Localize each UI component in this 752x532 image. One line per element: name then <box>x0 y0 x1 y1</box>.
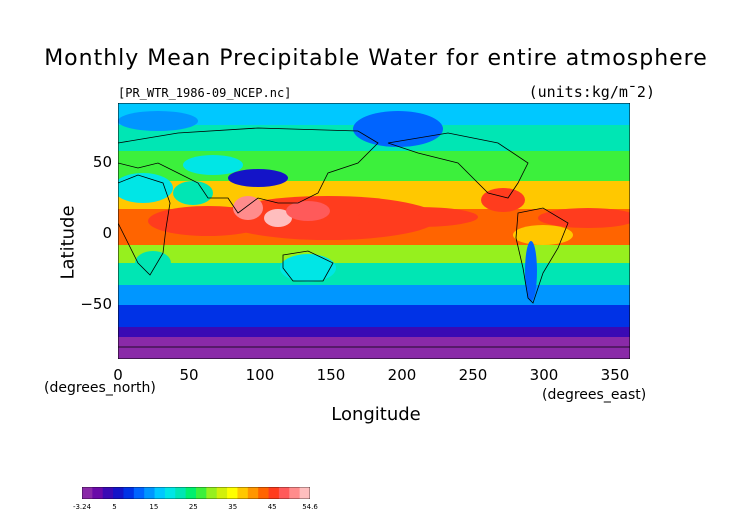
colorbar-label: 45 <box>267 503 277 511</box>
arctic-dry <box>118 111 198 131</box>
greenland-dry <box>353 111 443 147</box>
x-unit-label: (degrees_east) <box>542 387 647 403</box>
colorbar-label: 54.6 <box>302 503 318 511</box>
colorbar-label: 35 <box>228 503 238 511</box>
colorbar-swatch <box>216 487 228 499</box>
coast-north-america <box>387 132 529 199</box>
colorbar-swatch <box>185 487 197 499</box>
band-antarctic-edge <box>118 327 630 337</box>
colorbar-swatch <box>92 487 104 499</box>
colorbar-swatch <box>144 487 156 499</box>
colorbar-label: 25 <box>188 503 198 511</box>
x-tick-label: 50 <box>179 366 199 384</box>
south-china-sea <box>286 201 330 221</box>
colorbar-swatch <box>113 487 124 499</box>
x-tick-label: 0 <box>113 366 123 384</box>
x-tick-label: 350 <box>600 366 630 384</box>
colorbar-swatch <box>82 487 93 499</box>
band-southern-ocean <box>118 305 630 327</box>
colorbar-label: -3.24 <box>72 503 92 511</box>
colorbar-swatch <box>227 487 238 499</box>
y-tick-label: −50 <box>80 295 112 313</box>
x-tick-label: 300 <box>529 366 559 384</box>
colorbar-swatch <box>154 487 166 499</box>
colorbar-swatch <box>196 487 207 499</box>
precipitable-water-map <box>118 103 630 359</box>
warm-pool <box>218 196 438 240</box>
file-label: [PR_WTR_1986-09_NCEP.nc] <box>118 86 292 100</box>
gulf-of-mexico <box>481 188 525 212</box>
coast-africa <box>118 174 171 276</box>
y-axis-label: Latitude <box>57 205 79 280</box>
x-tick-label: 250 <box>458 366 488 384</box>
south-africa <box>135 251 171 275</box>
coast-south-america <box>515 207 569 304</box>
tibet-dry <box>228 169 288 187</box>
amazon <box>513 225 573 245</box>
band-south-mid <box>118 263 630 285</box>
x-tick-label: 100 <box>245 366 275 384</box>
colorbar <box>82 487 310 499</box>
colorbar-swatch <box>102 487 114 499</box>
indonesia-pink <box>264 209 292 227</box>
colorbar-swatch <box>175 487 187 499</box>
x-axis-label: Longitude <box>331 404 421 425</box>
colorbar-label: 5 <box>112 503 117 511</box>
band-subtropics-s <box>118 245 630 263</box>
colorbar-swatch <box>268 487 280 499</box>
sahara-dry <box>118 173 173 203</box>
coastlines <box>118 127 630 348</box>
x-tick-label: 150 <box>316 366 346 384</box>
colorbar-swatch <box>247 487 259 499</box>
colorbar-swatch <box>164 487 176 499</box>
central-asia <box>183 155 243 175</box>
australia-dry <box>280 254 336 282</box>
colorbar-swatch <box>133 487 145 499</box>
y-unit-label: (degrees_north) <box>44 380 156 396</box>
coast-eurasia <box>118 127 379 214</box>
x-tick-label: 200 <box>387 366 417 384</box>
central-pacific <box>358 207 478 227</box>
chart-title: Monthly Mean Precipitable Water for enti… <box>44 46 708 71</box>
y-tick-label: 0 <box>102 224 112 242</box>
band-antarctica <box>118 337 630 359</box>
andes-dry <box>525 241 537 301</box>
units-label: (units:kg/m¯2) <box>528 83 655 101</box>
colorbar-swatch <box>258 487 270 499</box>
band-south-high <box>118 285 630 305</box>
colorbar-swatch <box>278 487 290 499</box>
colorbar-swatch <box>206 487 218 499</box>
arabia-dry <box>173 181 213 205</box>
atlantic-itcz <box>538 208 630 228</box>
colorbar-label: 15 <box>149 503 159 511</box>
colorbar-swatch <box>299 487 310 499</box>
colorbar-swatch <box>289 487 301 499</box>
coast-australia <box>282 250 334 282</box>
colorbar-swatch <box>123 487 135 499</box>
colorbar-swatch <box>237 487 249 499</box>
bay-of-bengal-pink <box>233 196 263 220</box>
y-tick-label: 50 <box>92 153 112 171</box>
